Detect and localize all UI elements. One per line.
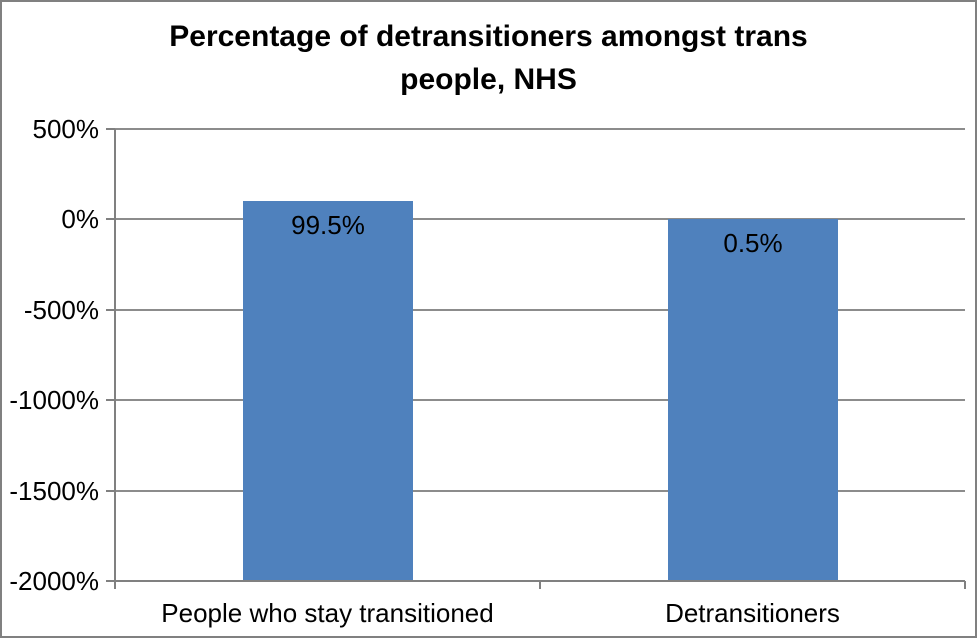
y-axis-label--1500%: -1500% bbox=[9, 476, 99, 506]
gridline--1500% bbox=[115, 490, 965, 492]
bar-value-label-99.5%: 99.5% bbox=[291, 210, 365, 240]
chart-title-line-1: Percentage of detransitioners amongst tr… bbox=[169, 20, 808, 53]
x-axis-label-Detransitioners: Detransitioners bbox=[665, 598, 840, 628]
x-axis-tick-1 bbox=[539, 581, 541, 589]
bar-People who stay transitioned bbox=[243, 201, 413, 581]
gridline-500% bbox=[115, 128, 965, 130]
y-axis-line bbox=[114, 129, 116, 581]
y-axis-tick--1500% bbox=[106, 490, 115, 492]
y-axis-label--1000%: -1000% bbox=[9, 385, 99, 415]
gridline--500% bbox=[115, 309, 965, 311]
y-axis-tick-0% bbox=[106, 218, 115, 220]
gridline--1000% bbox=[115, 399, 965, 401]
bar-Detransitioners bbox=[668, 219, 838, 581]
y-axis-tick--500% bbox=[106, 309, 115, 311]
gridline-0% bbox=[115, 218, 965, 220]
x-axis-tick-0 bbox=[114, 581, 116, 589]
y-axis-label--2000%: -2000% bbox=[9, 566, 99, 596]
y-axis-label-500%: 500% bbox=[32, 114, 100, 144]
x-axis-label-People who stay transitioned: People who stay transitioned bbox=[161, 598, 494, 628]
bar-value-label-0.5%: 0.5% bbox=[723, 228, 783, 258]
y-axis-tick--2000% bbox=[106, 580, 115, 582]
y-axis-tick--1000% bbox=[106, 399, 115, 401]
chart-title-line-2: people, NHS bbox=[400, 63, 577, 96]
x-axis-tick-2 bbox=[964, 581, 966, 589]
y-axis-label--500%: -500% bbox=[23, 295, 99, 325]
y-axis-tick-500% bbox=[106, 128, 115, 130]
chart-title: Percentage of detransitioners amongst tr… bbox=[2, 15, 975, 101]
y-axis-label-0%: 0% bbox=[61, 204, 99, 234]
